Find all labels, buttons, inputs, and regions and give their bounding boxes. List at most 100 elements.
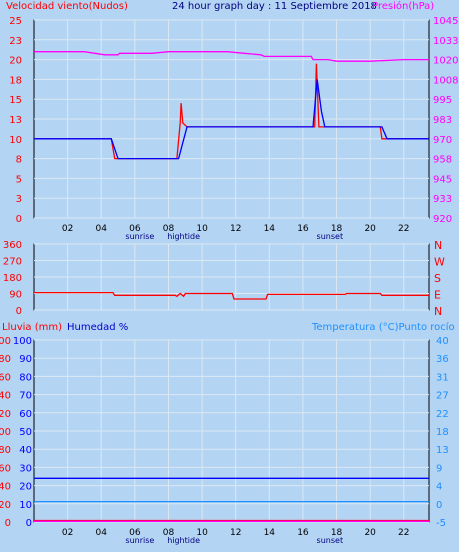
wind-axis-tick: 5 bbox=[16, 174, 22, 185]
sunset-marker-label: sunset bbox=[317, 536, 344, 545]
hour-tick-label: 22 bbox=[398, 224, 409, 234]
temperature-axis-tick: 9 bbox=[436, 463, 442, 474]
temperature-axis-tick: 22 bbox=[436, 409, 449, 420]
hour-tick-label: 22 bbox=[398, 528, 409, 538]
direction-axis-tick: 360 bbox=[3, 240, 22, 251]
rain-axis-tick: 180 bbox=[0, 354, 11, 365]
hour-tick-label: 18 bbox=[331, 528, 343, 538]
rain-axis-tick: 120 bbox=[0, 409, 11, 420]
hour-tick-label: 06 bbox=[129, 224, 141, 234]
temperature-axis-tick: 27 bbox=[436, 391, 449, 402]
pressure-axis-tick: 995 bbox=[433, 95, 452, 106]
hour-tick-label: 18 bbox=[331, 224, 343, 234]
rain-axis-tick: 140 bbox=[0, 391, 11, 402]
wind-speed-title: Velocidad viento(Nudos) bbox=[6, 1, 128, 12]
hour-tick-label: 08 bbox=[163, 224, 175, 234]
rain-axis-tick: 20 bbox=[0, 500, 11, 511]
humidity-axis-tick: 10 bbox=[19, 500, 32, 511]
sunset-marker-label: sunset bbox=[317, 232, 344, 241]
compass-label: W bbox=[434, 256, 445, 269]
temperature-axis-tick: -5 bbox=[436, 518, 446, 529]
temperature-axis-tick: 36 bbox=[436, 354, 449, 365]
hour-tick-label: 20 bbox=[364, 528, 376, 538]
rain-axis-tick: 60 bbox=[0, 463, 11, 474]
pressure-axis-tick: 1033 bbox=[433, 36, 458, 47]
temperature-title: Temperatura (°C)Punto rocío bbox=[311, 321, 455, 333]
pressure-axis-tick: 933 bbox=[433, 194, 452, 205]
sunrise-marker-label: sunrise bbox=[125, 536, 154, 545]
humidity-axis-tick: 70 bbox=[19, 391, 32, 402]
pressure-axis-tick: 970 bbox=[433, 135, 452, 146]
pressure-axis-tick: 945 bbox=[433, 174, 452, 185]
wind-axis-tick: 15 bbox=[9, 95, 22, 106]
hour-tick-label: 16 bbox=[297, 224, 309, 234]
wind-axis-tick: 0 bbox=[16, 214, 22, 225]
sunrise-marker-label: sunrise bbox=[125, 232, 154, 241]
hour-tick-label: 02 bbox=[62, 224, 73, 234]
rain-axis-tick: 200 bbox=[0, 336, 11, 347]
pressure-axis-tick: 920 bbox=[433, 214, 452, 225]
rain-axis-tick: 80 bbox=[0, 445, 11, 456]
wind-axis-tick: 25 bbox=[9, 16, 22, 27]
humidity-title: Humedad % bbox=[67, 322, 128, 333]
hour-tick-label: 14 bbox=[264, 528, 276, 538]
rain-axis-tick: 160 bbox=[0, 372, 11, 383]
wind-axis-tick: 10 bbox=[9, 135, 22, 146]
hightide-marker-label: hightide bbox=[167, 232, 200, 241]
hour-tick-label: 10 bbox=[196, 528, 208, 538]
direction-axis-tick: 180 bbox=[3, 273, 22, 284]
pressure-axis-tick: 983 bbox=[433, 115, 452, 126]
hour-tick-label: 16 bbox=[297, 528, 309, 538]
hour-tick-label: 02 bbox=[62, 528, 73, 538]
rain-axis-tick: 0 bbox=[5, 518, 11, 529]
compass-label: N bbox=[434, 239, 442, 252]
hour-tick-label: 04 bbox=[96, 224, 108, 234]
compass-label: E bbox=[434, 289, 441, 302]
wind-axis-tick: 23 bbox=[9, 36, 22, 47]
temperature-axis-tick: 18 bbox=[436, 427, 449, 438]
pressure-axis-tick: 958 bbox=[433, 155, 452, 166]
wind-axis-tick: 3 bbox=[16, 194, 22, 205]
hightide-marker-label: hightide bbox=[167, 536, 200, 545]
compass-label: N bbox=[434, 305, 442, 318]
humidity-axis-tick: 80 bbox=[19, 372, 32, 383]
wind-axis-tick: 20 bbox=[9, 56, 22, 67]
pressure-axis-tick: 1008 bbox=[433, 75, 458, 86]
wind-axis-tick: 18 bbox=[9, 75, 22, 86]
humidity-axis-tick: 40 bbox=[19, 445, 32, 456]
hour-tick-label: 12 bbox=[230, 224, 241, 234]
pressure-title: Presión(hPa) bbox=[372, 0, 434, 12]
wind-direction-series bbox=[34, 291, 429, 300]
hour-tick-label: 08 bbox=[163, 528, 175, 538]
temperature-axis-tick: 40 bbox=[436, 336, 449, 347]
hour-tick-label: 14 bbox=[264, 224, 276, 234]
temperature-axis-tick: 4 bbox=[436, 482, 442, 493]
temperature-axis-tick: 13 bbox=[436, 445, 449, 456]
hour-tick-label: 06 bbox=[129, 528, 141, 538]
graph-date-title: 24 hour graph day : 11 Septiembre 2018 bbox=[172, 1, 377, 12]
rain-axis-tick: 40 bbox=[0, 482, 11, 493]
rain-title: Lluvia (mm) bbox=[2, 322, 62, 333]
direction-axis-tick: 90 bbox=[9, 290, 22, 301]
wind-pressure-series-blue bbox=[34, 79, 429, 160]
wind-axis-tick: 13 bbox=[9, 115, 22, 126]
hour-tick-label: 04 bbox=[96, 528, 108, 538]
direction-axis-tick: 270 bbox=[3, 257, 22, 268]
hour-tick-label: 10 bbox=[196, 224, 208, 234]
hour-tick-label: 20 bbox=[364, 224, 376, 234]
humidity-axis-tick: 50 bbox=[19, 427, 32, 438]
humidity-axis-tick: 30 bbox=[19, 463, 32, 474]
temperature-axis-tick: 31 bbox=[436, 372, 449, 383]
direction-axis-tick: 0 bbox=[16, 306, 22, 317]
wind-axis-tick: 8 bbox=[16, 155, 22, 166]
hour-tick-label: 12 bbox=[230, 528, 241, 538]
humidity-axis-tick: 90 bbox=[19, 354, 32, 365]
humidity-axis-tick: 20 bbox=[19, 482, 32, 493]
humidity-axis-tick: 60 bbox=[19, 409, 32, 420]
pressure-axis-tick: 1045 bbox=[433, 16, 458, 27]
humidity-axis-tick: 100 bbox=[13, 336, 32, 347]
wind-pressure-series-magenta bbox=[34, 51, 429, 62]
pressure-axis-tick: 1020 bbox=[433, 56, 458, 67]
